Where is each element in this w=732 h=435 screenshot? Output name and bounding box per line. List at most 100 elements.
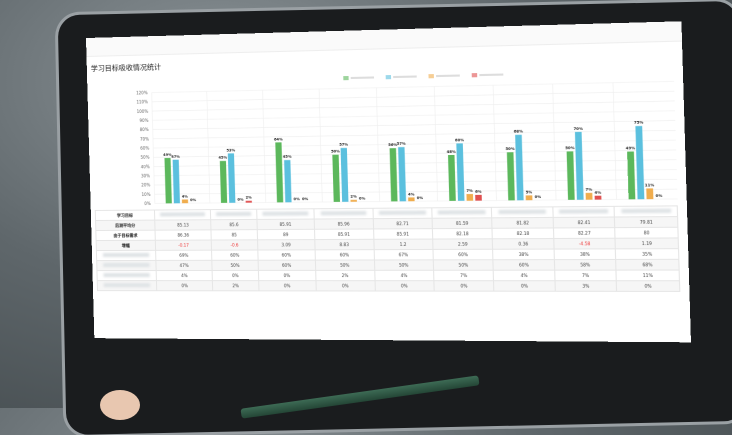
bar <box>173 160 180 204</box>
table-cell: -0.17 <box>155 240 212 250</box>
table-cell: 1.2 <box>373 239 433 250</box>
bar <box>351 200 357 202</box>
data-label: 64% <box>274 137 283 141</box>
bar <box>341 148 349 202</box>
table-cell: 82.71 <box>373 218 433 229</box>
data-label: 0% <box>417 196 424 200</box>
table-cell: 60% <box>212 250 258 260</box>
data-label: 0% <box>656 194 663 198</box>
data-label: 0% <box>302 197 309 201</box>
table-cell: -4.58 <box>554 238 616 249</box>
table-cell: 60% <box>258 260 316 270</box>
data-label: 6% <box>475 190 482 194</box>
bar-chart: 0%10%20%30%40%50%60%70%80%90%100%110%120… <box>87 60 687 210</box>
bar <box>228 153 236 202</box>
table-cell: 0% <box>258 281 316 291</box>
y-tick-label: 110% <box>136 99 148 104</box>
y-tick-label: 90% <box>139 118 148 123</box>
table-cell: 85.96 <box>314 219 373 230</box>
bar <box>246 201 252 203</box>
table-cell: 58% <box>554 259 616 270</box>
row-label: 由于目标需求 <box>96 230 155 240</box>
table-cell: -0.6 <box>212 240 258 250</box>
data-label: 0% <box>535 195 542 199</box>
table-cell: 85.91 <box>315 229 374 240</box>
table-cell <box>553 206 615 217</box>
table-cell: 0% <box>434 281 494 291</box>
data-label: 75% <box>634 121 644 125</box>
y-tick-label: 20% <box>141 182 150 187</box>
table-cell: 0% <box>213 270 259 280</box>
y-tick-label: 10% <box>141 192 150 197</box>
bar <box>635 126 644 199</box>
gridline <box>153 121 676 130</box>
table-cell: 60% <box>257 250 315 260</box>
data-label: 0% <box>190 198 197 202</box>
data-label: 0% <box>237 198 244 202</box>
legend-marker <box>386 75 391 79</box>
data-label: 2% <box>350 195 357 199</box>
table-cell <box>615 206 678 217</box>
data-label: 60% <box>455 138 465 142</box>
data-label: 50% <box>331 149 340 153</box>
table-cell: 82.41 <box>553 217 615 228</box>
table-cell: 79.81 <box>615 217 678 228</box>
table-cell: 85.13 <box>155 220 212 230</box>
table-cell <box>372 208 432 219</box>
bar <box>586 193 593 200</box>
legend-label-blurred <box>479 73 503 76</box>
legend-label-blurred <box>351 76 374 79</box>
bar <box>398 147 406 201</box>
bar <box>567 151 575 200</box>
data-label: 2% <box>246 196 253 200</box>
table-cell: 50% <box>212 260 258 270</box>
table-cell: 50% <box>315 260 374 270</box>
data-label: 49% <box>626 146 636 150</box>
legend-label-blurred <box>436 74 460 77</box>
table-cell <box>432 207 492 218</box>
data-label: 0% <box>359 196 366 200</box>
data-label: 53% <box>226 148 235 152</box>
table-cell: 86.36 <box>155 230 212 240</box>
data-label: 45% <box>283 155 292 159</box>
gridline <box>152 91 674 102</box>
table-cell: 82.27 <box>553 228 615 239</box>
table-cell <box>256 209 314 220</box>
table-cell: 4% <box>156 270 213 280</box>
table-cell: 85 <box>211 230 257 240</box>
table-cell <box>492 207 553 218</box>
bar <box>646 188 653 199</box>
table-cell: 38% <box>493 249 554 260</box>
legend-marker <box>472 73 478 77</box>
table-cell: 69% <box>156 250 213 260</box>
data-label: 47% <box>171 155 180 159</box>
data-label: 5% <box>526 190 533 194</box>
bar <box>390 148 398 201</box>
table-cell: 81.82 <box>492 217 553 228</box>
table-row: 0%2%0%0%0%0%0%3%0% <box>97 281 680 292</box>
bar <box>408 197 415 201</box>
data-label: 70% <box>573 127 583 131</box>
bar <box>575 132 584 200</box>
y-tick-label: 80% <box>140 127 149 132</box>
table-cell: 0% <box>258 270 316 280</box>
data-label: 50% <box>505 147 515 151</box>
table-cell: 60% <box>315 250 374 260</box>
bar <box>164 158 171 203</box>
y-tick-label: 30% <box>141 173 150 178</box>
table-cell: 8.83 <box>315 239 374 250</box>
table-cell: 4% <box>494 270 555 281</box>
data-label: 7% <box>585 188 592 192</box>
table-cell: 60% <box>493 260 554 271</box>
legend-marker <box>428 74 433 78</box>
bar <box>627 151 635 199</box>
y-tick-label: 0% <box>144 201 151 206</box>
table-cell: 3% <box>555 281 617 292</box>
gridline <box>152 101 674 111</box>
y-tick-label: 40% <box>141 164 150 169</box>
table-cell: 68% <box>616 259 679 270</box>
data-label: 45% <box>218 156 227 160</box>
table-cell: 85.6 <box>211 219 257 229</box>
row-label <box>97 260 156 270</box>
table-row: 4%0%0%2%4%7%4%7%11% <box>97 270 680 281</box>
